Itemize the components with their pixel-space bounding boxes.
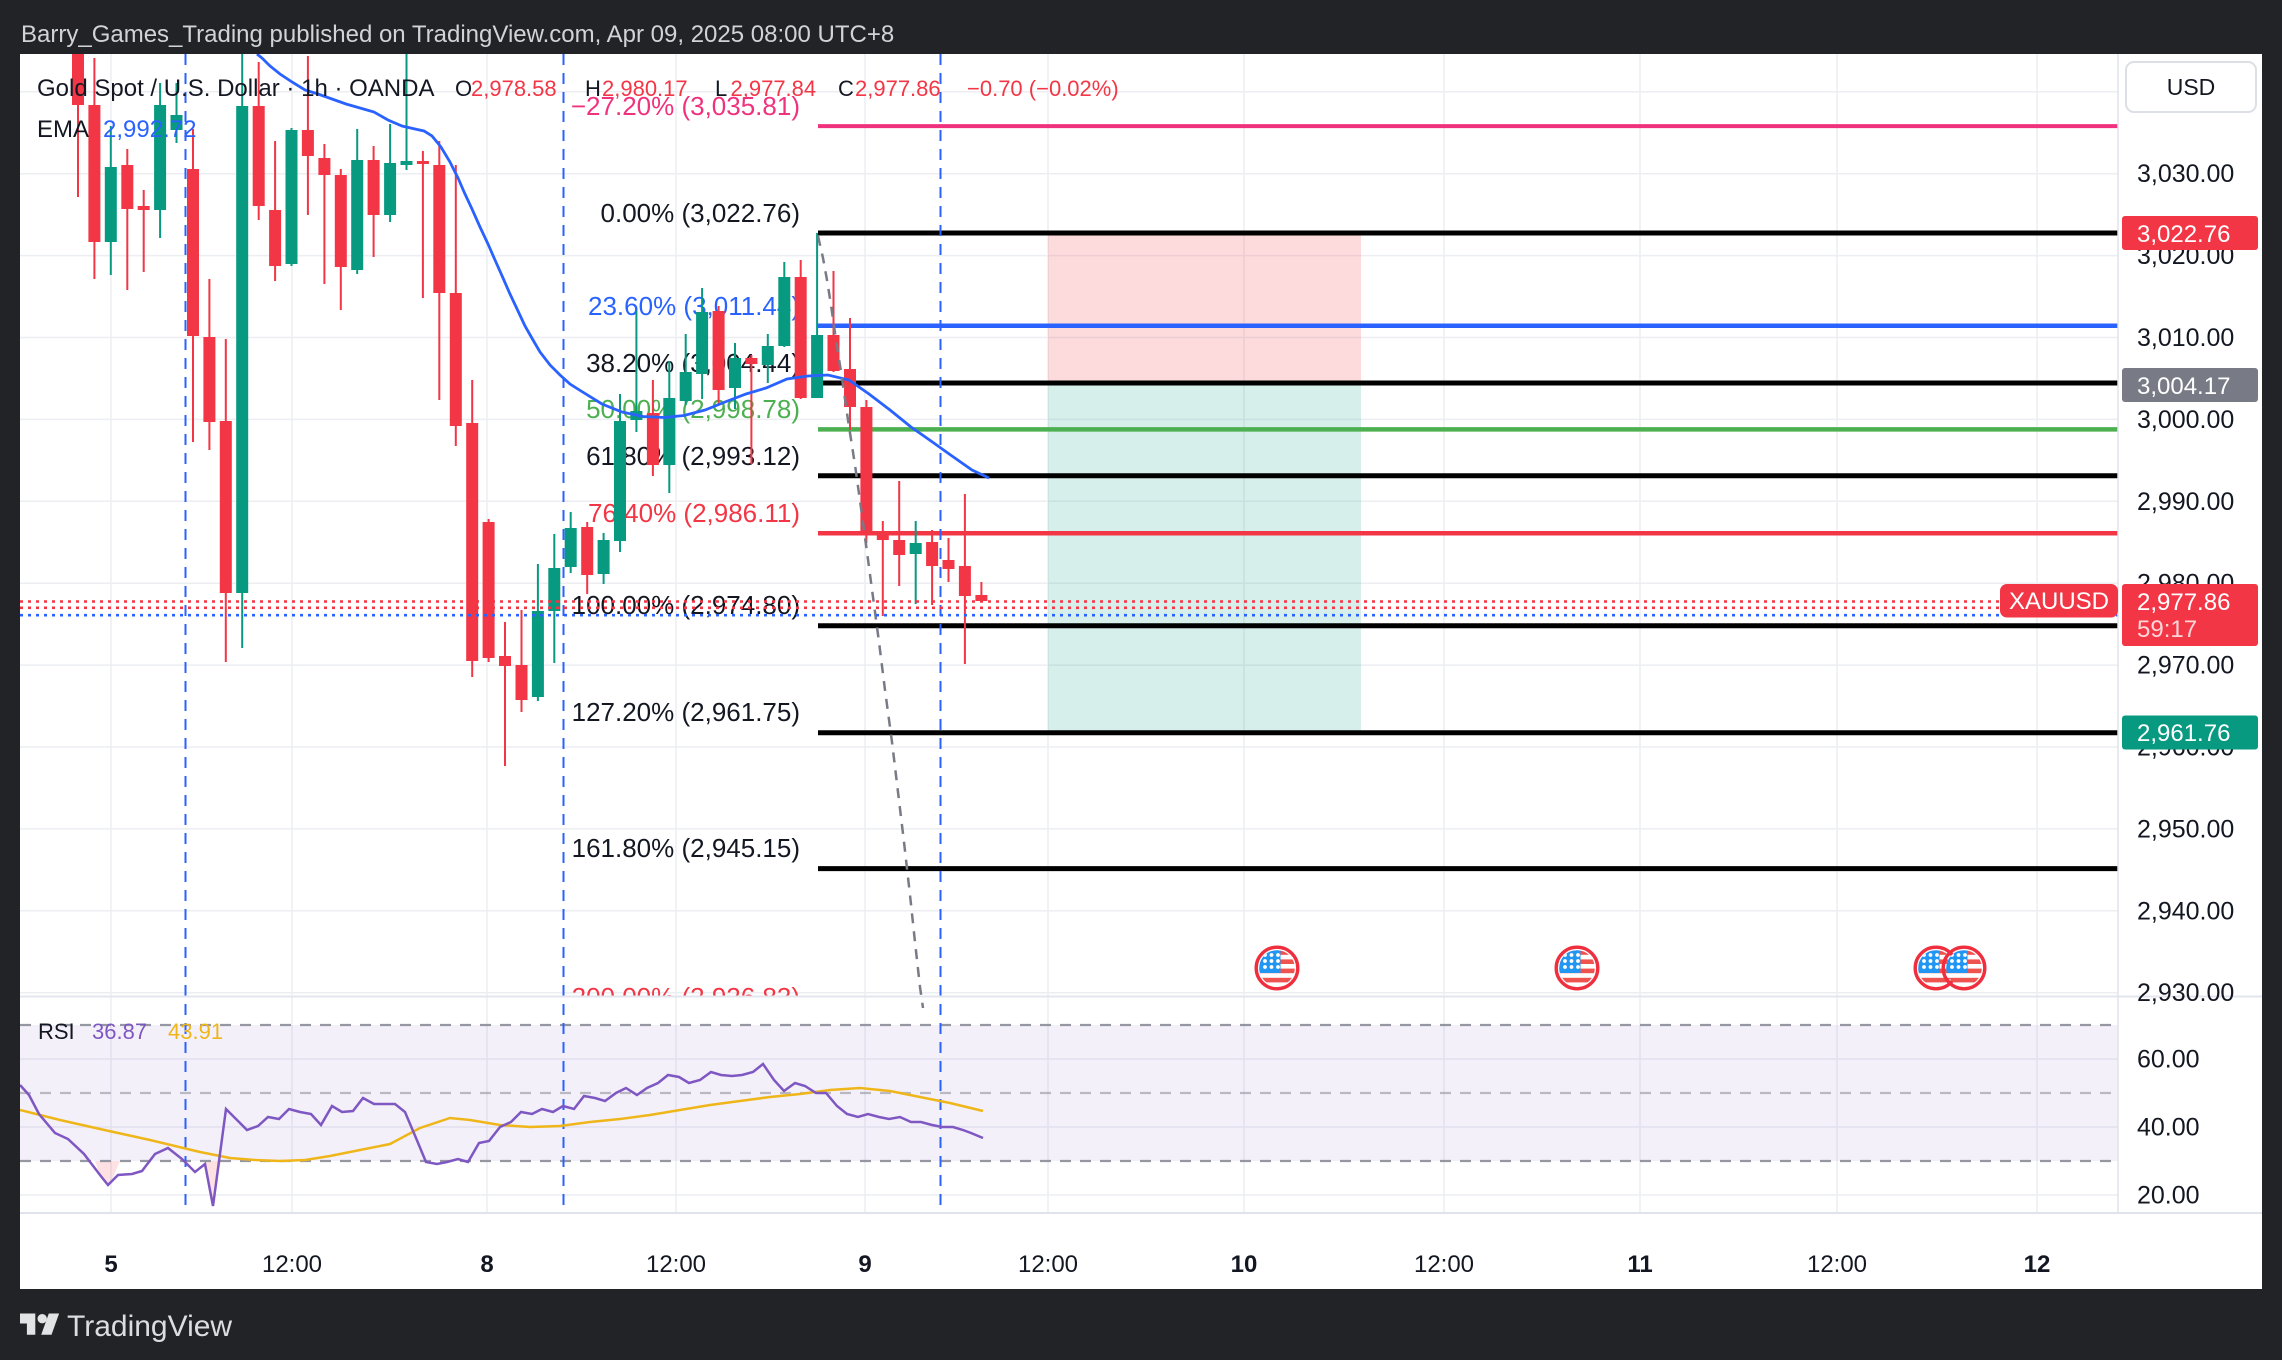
- svg-text:2,977.86: 2,977.86: [855, 76, 941, 101]
- svg-text:60.00: 60.00: [2137, 1046, 2200, 1074]
- svg-text:161.80% (2,945.15): 161.80% (2,945.15): [572, 833, 800, 863]
- svg-text:C: C: [838, 76, 854, 101]
- svg-text:2,990.00: 2,990.00: [2137, 488, 2234, 516]
- svg-text:USD: USD: [2167, 74, 2216, 100]
- svg-text:EMA: EMA: [37, 116, 89, 143]
- svg-text:O: O: [455, 76, 472, 101]
- svg-text:11: 11: [1627, 1251, 1652, 1278]
- svg-text:Gold Spot / U.S. Dollar · 1h ·: Gold Spot / U.S. Dollar · 1h · OANDA: [37, 75, 434, 102]
- svg-text:2,992.72: 2,992.72: [103, 116, 196, 143]
- svg-text:3,030.00: 3,030.00: [2137, 160, 2234, 188]
- svg-text:50.00% (2,998.78): 50.00% (2,998.78): [586, 394, 800, 424]
- svg-text:59:17: 59:17: [2137, 616, 2197, 643]
- svg-text:2,950.00: 2,950.00: [2137, 815, 2234, 843]
- svg-text:12:00: 12:00: [1807, 1251, 1867, 1278]
- svg-text:3,022.76: 3,022.76: [2137, 221, 2230, 248]
- svg-text:2,961.76: 2,961.76: [2137, 720, 2230, 747]
- svg-text:Barry_Games_Trading published: Barry_Games_Trading published on Trading…: [21, 21, 894, 48]
- svg-text:2,930.00: 2,930.00: [2137, 979, 2234, 1007]
- svg-text:−27.20% (3,035.81): −27.20% (3,035.81): [571, 91, 800, 121]
- svg-text:23.60% (3,011.44): 23.60% (3,011.44): [588, 291, 800, 321]
- svg-text:12:00: 12:00: [1414, 1251, 1474, 1278]
- svg-text:H: H: [585, 76, 601, 101]
- svg-text:2,980.17: 2,980.17: [602, 76, 688, 101]
- svg-text:2,977.86: 2,977.86: [2137, 589, 2230, 616]
- svg-text:L: L: [715, 76, 727, 101]
- svg-text:200.00% (2,926.83): 200.00% (2,926.83): [572, 982, 800, 1012]
- svg-text:8: 8: [480, 1251, 493, 1278]
- svg-text:3,010.00: 3,010.00: [2137, 324, 2234, 352]
- svg-text:9: 9: [858, 1251, 871, 1278]
- svg-text:36.87: 36.87: [92, 1019, 147, 1044]
- svg-text:XAUUSD: XAUUSD: [2009, 588, 2109, 615]
- svg-text:2,978.58: 2,978.58: [471, 76, 557, 101]
- svg-text:2,970.00: 2,970.00: [2137, 652, 2234, 680]
- svg-text:127.20% (2,961.75): 127.20% (2,961.75): [572, 697, 800, 727]
- svg-text:3,004.17: 3,004.17: [2137, 373, 2230, 400]
- svg-text:43.91: 43.91: [168, 1019, 223, 1044]
- svg-text:RSI: RSI: [38, 1019, 75, 1044]
- svg-text:12:00: 12:00: [646, 1251, 706, 1278]
- svg-text:2,940.00: 2,940.00: [2137, 897, 2234, 925]
- svg-text:TradingView: TradingView: [67, 1310, 232, 1343]
- svg-text:10: 10: [1231, 1251, 1258, 1278]
- svg-text:20.00: 20.00: [2137, 1182, 2200, 1210]
- svg-text:12:00: 12:00: [1018, 1251, 1078, 1278]
- svg-text:40.00: 40.00: [2137, 1114, 2200, 1142]
- svg-text:2,977.84: 2,977.84: [731, 76, 817, 101]
- svg-text:−0.70 (−0.02%): −0.70 (−0.02%): [967, 76, 1119, 101]
- svg-text:12: 12: [2024, 1251, 2051, 1278]
- svg-text:12:00: 12:00: [262, 1251, 322, 1278]
- svg-text:3,000.00: 3,000.00: [2137, 406, 2234, 434]
- svg-text:5: 5: [104, 1251, 117, 1278]
- svg-text:0.00% (3,022.76): 0.00% (3,022.76): [601, 198, 800, 228]
